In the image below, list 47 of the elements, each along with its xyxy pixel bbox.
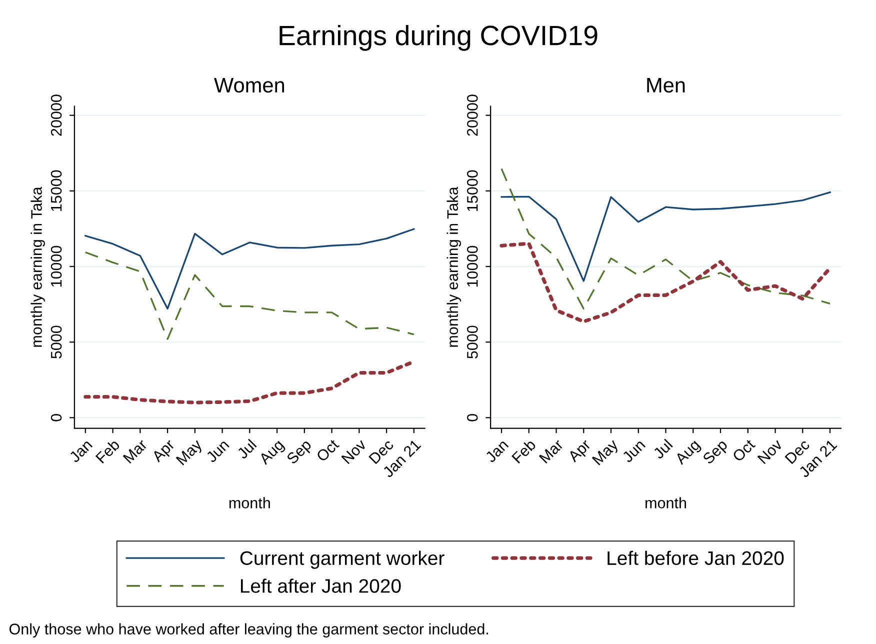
y-tick-label: 20000 bbox=[50, 94, 62, 136]
line-series bbox=[500, 168, 831, 310]
x-tick-label: May bbox=[176, 438, 205, 468]
text: Only those who have worked after leaving the garment sector included. bbox=[9, 623, 488, 638]
x-tick-label: Oct bbox=[316, 438, 340, 462]
x-tick-label: Jan bbox=[68, 439, 93, 464]
chart-title: Men bbox=[647, 78, 685, 93]
x-tick-label: Sep bbox=[702, 438, 730, 467]
x-tick-label: Jun bbox=[622, 439, 646, 464]
x-tick-label: Nov bbox=[757, 438, 784, 464]
y-tick-label: 20000 bbox=[467, 94, 478, 136]
y-tick-label: 10000 bbox=[50, 246, 62, 287]
legend-label: Left before Jan 2020 bbox=[608, 550, 784, 566]
x-tick-label: Jul bbox=[236, 438, 257, 460]
x-tick-label: Apr bbox=[151, 438, 178, 465]
x-tick-label: Oct bbox=[732, 438, 756, 462]
line-series bbox=[84, 228, 415, 310]
y-tick-label: 0 bbox=[50, 414, 62, 422]
x-tick-label: Feb bbox=[95, 438, 120, 464]
line-series bbox=[500, 191, 831, 282]
x-tick-label: May bbox=[592, 438, 622, 468]
line-series bbox=[500, 242, 832, 324]
x-tick-label: Mar bbox=[122, 438, 148, 464]
text: Earnings during COVID19 bbox=[280, 24, 598, 51]
x-tick-label: Nov bbox=[341, 438, 368, 464]
y-tick-label: 15000 bbox=[50, 170, 62, 211]
x-tick-label: Feb bbox=[511, 438, 536, 464]
x-tick-label: Jun bbox=[205, 439, 230, 464]
y-tick-label: 15000 bbox=[467, 170, 478, 211]
legend-label: Left after Jan 2020 bbox=[240, 578, 401, 593]
x-tick-label: Sep bbox=[286, 438, 314, 467]
y-tick-label: 5000 bbox=[50, 326, 62, 358]
y-tick-label: 5000 bbox=[467, 326, 478, 358]
x-tick-label: Mar bbox=[538, 438, 564, 464]
x-axis-title: month bbox=[646, 497, 686, 508]
y-axis-title: monthly earning in Taka bbox=[30, 186, 45, 347]
chart-title: Women bbox=[214, 78, 284, 93]
x-tick-label: Jan bbox=[484, 439, 509, 464]
x-axis-title: month bbox=[229, 497, 270, 508]
x-tick-label: Aug bbox=[674, 439, 703, 468]
y-tick-label: 10000 bbox=[467, 246, 478, 287]
x-tick-label: Jul bbox=[652, 438, 673, 460]
legend-label: Current garment worker bbox=[240, 550, 444, 569]
y-tick-label: 0 bbox=[467, 414, 478, 422]
x-tick-label: Aug bbox=[258, 439, 286, 468]
line-series bbox=[84, 251, 415, 340]
y-axis-title: monthly earning in Taka bbox=[446, 186, 462, 347]
